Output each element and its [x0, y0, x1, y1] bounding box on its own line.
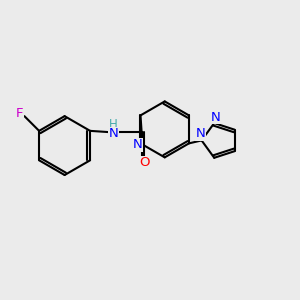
Text: F: F — [16, 107, 24, 120]
Text: N: N — [195, 128, 205, 140]
Text: N: N — [133, 138, 142, 151]
Text: H: H — [109, 118, 118, 131]
Text: N: N — [109, 127, 118, 140]
Text: N: N — [211, 111, 220, 124]
Text: O: O — [139, 156, 150, 169]
